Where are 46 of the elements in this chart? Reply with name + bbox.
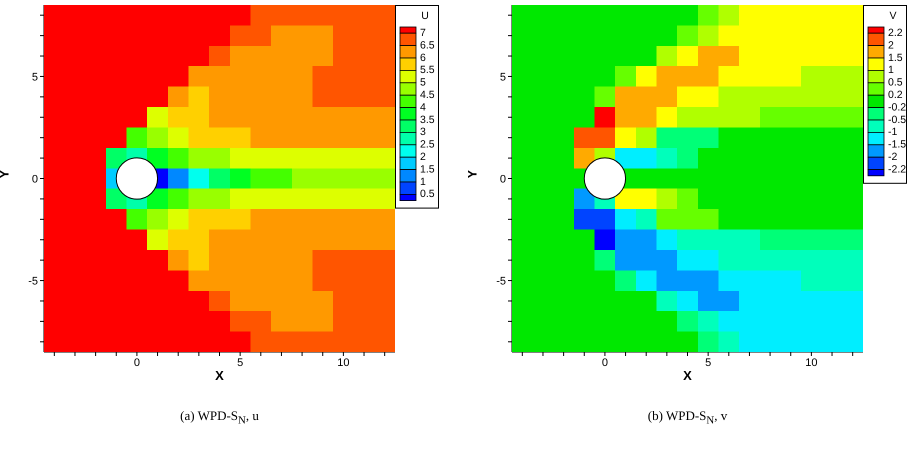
color-bar-label: 2.2 — [888, 26, 903, 39]
color-bar-title: V — [889, 10, 897, 22]
x-tick-label: 5 — [237, 356, 244, 369]
color-bar-label: 5.5 — [420, 64, 435, 76]
color-bar-label: 0.2 — [888, 88, 903, 101]
x-tick-label: 10 — [805, 356, 818, 369]
x-axis-title: X — [683, 368, 692, 383]
y-tick-label: 5 — [500, 71, 506, 84]
y-tick-label: 0 — [500, 173, 506, 186]
x-tick-label: 0 — [602, 356, 608, 369]
y-axis-title: Y — [464, 170, 480, 178]
color-bar-label: 2 — [420, 150, 426, 163]
color-bar-label: 6.5 — [420, 39, 435, 52]
text: (b) WPD-S$_{N}$, v — [646, 408, 728, 427]
color-bar-label: 4.5 — [420, 88, 435, 101]
color-bar-label: -2 — [888, 150, 898, 163]
y-tick-label: 5 — [32, 71, 38, 84]
x-tick-label: 10 — [337, 356, 350, 369]
color-bar-label: 6 — [420, 52, 426, 64]
x-axis-title: X — [215, 368, 224, 383]
y-tick-label: 0 — [32, 173, 38, 186]
y-tick-label: -5 — [496, 275, 506, 288]
color-bar-label: 0.5 — [888, 76, 903, 89]
x-tick-label: 5 — [705, 356, 712, 369]
text: (a) WPD-S$_{N}$, u — [179, 408, 260, 427]
color-bar-label: 2.5 — [420, 138, 435, 151]
color-bar-label: 1 — [420, 176, 426, 188]
color-bar-label: 3.5 — [420, 114, 435, 126]
color-bar-label: 1 — [888, 64, 894, 76]
color-bar-label: -0.2 — [888, 101, 906, 114]
color-bar-label: -1.5 — [888, 138, 906, 151]
color-bar-title: U — [421, 10, 429, 22]
color-bar-label: 0.5 — [420, 188, 435, 200]
color-bar-label: 1.5 — [888, 52, 903, 64]
color-bar-label: 5 — [420, 76, 426, 89]
color-bar-label: -0.5 — [888, 114, 906, 126]
x-tick-label: 0 — [134, 356, 140, 369]
y-tick-label: -5 — [28, 275, 38, 288]
color-bar-label: -1 — [888, 126, 898, 138]
color-bar-label: 4 — [420, 101, 426, 114]
color-bar-label: 1.5 — [420, 163, 435, 176]
color-bar-label: -2.2 — [888, 163, 906, 176]
y-axis-title: Y — [0, 170, 12, 178]
color-bar-label: 3 — [420, 126, 426, 138]
color-bar-label: 7 — [420, 26, 426, 39]
color-bar-label: 2 — [888, 39, 894, 52]
